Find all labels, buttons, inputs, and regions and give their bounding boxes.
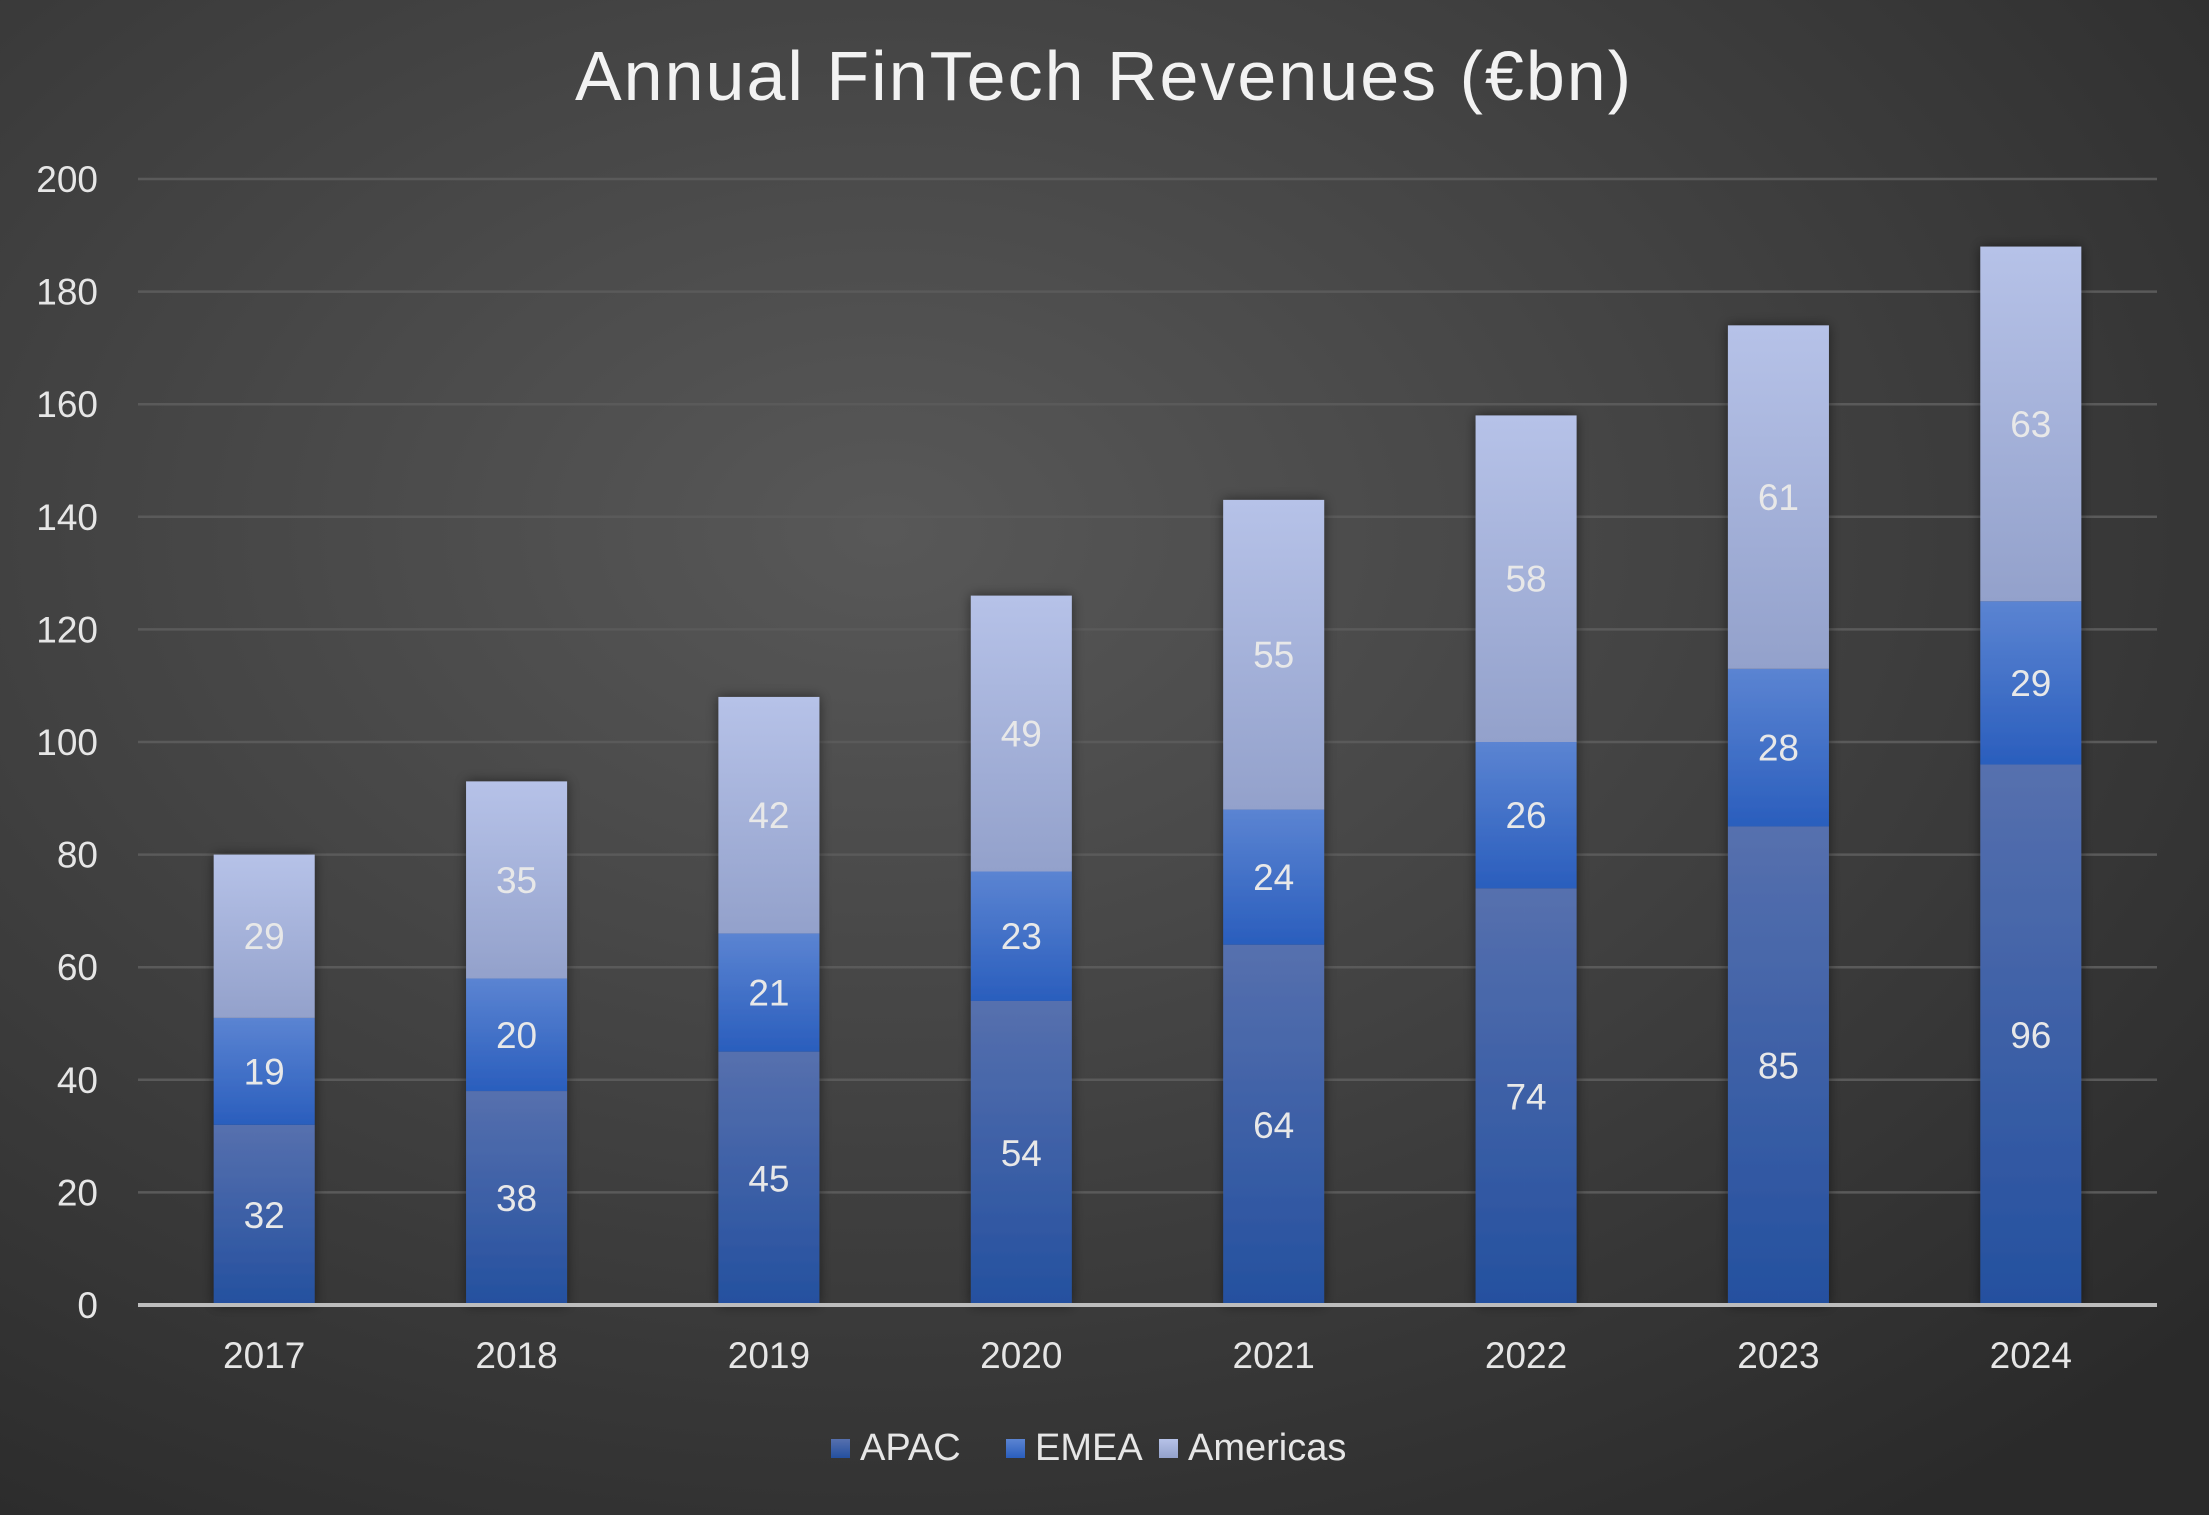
data-label: 38 — [496, 1178, 537, 1219]
y-tick-label: 100 — [36, 722, 98, 763]
x-tick-label: 2017 — [223, 1335, 305, 1376]
data-label: 58 — [1505, 559, 1546, 600]
bar-apac-2020 — [970, 1000, 1072, 1305]
bar-americas-2021 — [1223, 499, 1325, 810]
x-tick-label: 2024 — [1990, 1335, 2072, 1376]
legend-swatch — [831, 1439, 850, 1458]
bar-stack-2017 — [213, 854, 315, 1305]
y-axis-ticks: 0 20 40 60 80 100 120 140 160 180 200 — [36, 159, 98, 1326]
bar-americas-2023 — [1727, 325, 1829, 669]
bar-stack-2020 — [970, 595, 1072, 1305]
x-tick-label: 2022 — [1485, 1335, 1567, 1376]
y-tick-label: 40 — [57, 1060, 98, 1101]
bar-apac-2023 — [1727, 826, 1829, 1305]
data-label: 45 — [748, 1158, 789, 1199]
bars: 32 19 29 38 20 35 45 21 42 54 23 49 64 24 55 74 26 58 85 28… — [138, 246, 2157, 1307]
data-label: 26 — [1505, 795, 1546, 836]
data-label: 32 — [244, 1195, 285, 1236]
chart-title: Annual FinTech Revenues (€bn) — [575, 37, 1633, 115]
legend-swatch — [1159, 1439, 1178, 1458]
data-label: 24 — [1253, 857, 1294, 898]
legend: APAC EMEA Americas — [831, 1427, 1346, 1469]
bar-emea-2023 — [1727, 668, 1829, 827]
bar-apac-2018 — [466, 1091, 568, 1305]
bar-emea-2022 — [1475, 742, 1577, 889]
bar-emea-2019 — [718, 933, 820, 1052]
data-label: 23 — [1001, 916, 1042, 957]
bar-emea-2024 — [1980, 601, 2082, 765]
y-tick-label: 120 — [36, 609, 98, 650]
data-label: 35 — [496, 860, 537, 901]
bar-apac-2021 — [1223, 944, 1325, 1305]
y-tick-label: 80 — [57, 835, 98, 876]
y-tick-label: 60 — [57, 947, 98, 988]
bar-americas-2024 — [1980, 246, 2082, 602]
bar-apac-2024 — [1980, 764, 2082, 1305]
data-label: 54 — [1001, 1133, 1042, 1174]
bar-emea-2018 — [466, 978, 568, 1092]
data-label: 20 — [496, 1015, 537, 1056]
data-label: 64 — [1253, 1105, 1294, 1146]
data-label: 21 — [748, 973, 789, 1014]
x-tick-label: 2020 — [980, 1335, 1062, 1376]
bar-emea-2021 — [1223, 809, 1325, 945]
data-label: 96 — [2010, 1015, 2051, 1056]
legend-item-apac: APAC — [831, 1427, 961, 1469]
bar-stack-2022 — [1475, 415, 1577, 1305]
data-label: 55 — [1253, 635, 1294, 676]
data-label: 85 — [1758, 1046, 1799, 1087]
bar-emea-2020 — [970, 871, 1072, 1001]
data-label: 42 — [748, 795, 789, 836]
bar-stack-2019 — [718, 696, 820, 1305]
x-tick-label: 2018 — [475, 1335, 557, 1376]
data-label: 19 — [244, 1051, 285, 1092]
data-label: 29 — [244, 916, 285, 957]
bar-stack-2024 — [1980, 246, 2082, 1305]
data-label: 61 — [1758, 477, 1799, 518]
y-tick-label: 0 — [77, 1285, 98, 1326]
legend-item-americas: Americas — [1159, 1427, 1346, 1469]
bar-americas-2019 — [718, 696, 820, 934]
x-axis-ticks: 2017 2018 2019 2020 2021 2022 2023 2024 — [223, 1335, 2072, 1376]
data-label: 63 — [2010, 404, 2051, 445]
bar-americas-2020 — [970, 595, 1072, 872]
legend-label: EMEA — [1035, 1427, 1143, 1469]
legend-swatch — [1006, 1439, 1025, 1458]
bar-stack-2023 — [1727, 325, 1829, 1305]
y-tick-label: 20 — [57, 1172, 98, 1213]
x-tick-label: 2023 — [1737, 1335, 1819, 1376]
y-tick-label: 200 — [36, 159, 98, 200]
bar-apac-2019 — [718, 1051, 820, 1305]
bar-stack-2018 — [466, 781, 568, 1305]
y-tick-label: 180 — [36, 272, 98, 313]
legend-item-emea: EMEA — [1006, 1427, 1143, 1469]
bar-americas-2022 — [1475, 415, 1577, 742]
x-tick-label: 2021 — [1233, 1335, 1315, 1376]
x-tick-label: 2019 — [728, 1335, 810, 1376]
bar-americas-2018 — [466, 781, 568, 979]
bar-stack-2021 — [1223, 499, 1325, 1305]
data-label: 49 — [1001, 714, 1042, 755]
bar-emea-2017 — [213, 1017, 315, 1125]
data-label: 29 — [2010, 663, 2051, 704]
y-tick-label: 140 — [36, 497, 98, 538]
data-label: 28 — [1758, 728, 1799, 769]
data-label: 74 — [1505, 1077, 1546, 1118]
legend-label: Americas — [1188, 1427, 1346, 1469]
y-tick-label: 160 — [36, 384, 98, 425]
bar-apac-2017 — [213, 1124, 315, 1305]
legend-label: APAC — [860, 1427, 961, 1469]
bar-americas-2017 — [213, 854, 315, 1018]
bar-apac-2022 — [1475, 888, 1577, 1305]
